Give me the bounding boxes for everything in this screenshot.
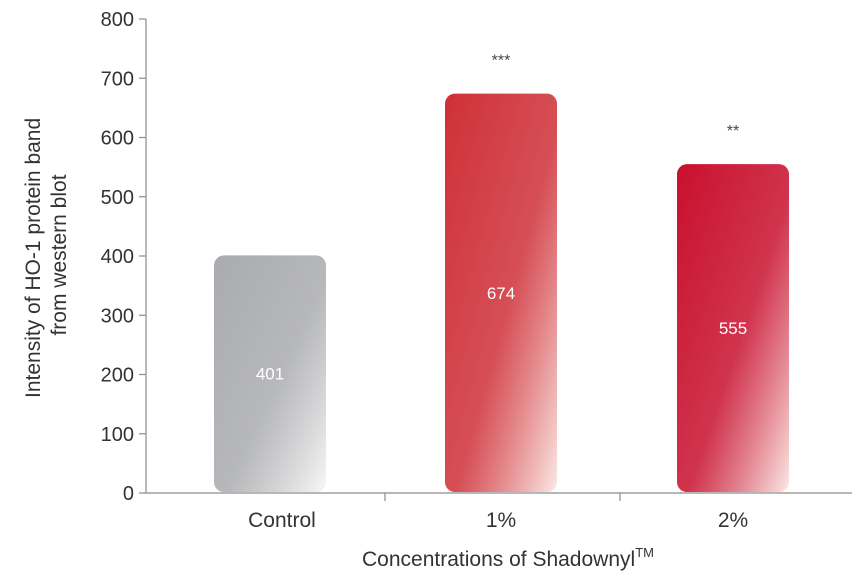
bar-1pct — [445, 93, 557, 492]
significance-marker: *** — [492, 53, 511, 70]
y-tick-label: 800 — [101, 9, 134, 31]
bars: 401 674 *** 555 ** — [214, 53, 789, 492]
bar-control — [214, 255, 326, 492]
y-tick-label: 600 — [101, 128, 134, 150]
bar-value-label: 555 — [719, 319, 747, 338]
y-axis-title-line-2: from western blot — [48, 174, 71, 335]
x-axis: Control 1% 2% — [146, 492, 852, 532]
y-tick-label: 200 — [101, 365, 134, 387]
y-axis-title-line-1: Intensity of HO-1 protein band — [22, 118, 45, 398]
bar-value-label: 401 — [256, 365, 284, 384]
x-axis-title-text: Concentrations of Shadownyl — [362, 548, 635, 571]
y-tick-label: 400 — [101, 246, 134, 268]
y-tick-label: 700 — [101, 68, 134, 90]
bar-value-label: 674 — [487, 284, 515, 303]
bar-2pct — [677, 164, 789, 492]
y-axis: 0 100 200 300 400 500 600 700 800 — [101, 9, 147, 505]
x-category-label: 1% — [486, 509, 516, 532]
y-tick-label: 300 — [101, 305, 134, 327]
x-category-label: 2% — [718, 509, 748, 532]
y-tick-label: 100 — [101, 424, 134, 446]
y-tick-label: 500 — [101, 187, 134, 209]
trademark-superscript: TM — [635, 545, 654, 560]
y-axis-title: Intensity of HO-1 protein band from west… — [22, 112, 71, 398]
x-axis-title: Concentrations of ShadownylTM — [362, 545, 654, 571]
x-category-label: Control — [248, 509, 316, 532]
y-tick-label: 0 — [123, 483, 134, 505]
significance-marker: ** — [727, 123, 739, 140]
